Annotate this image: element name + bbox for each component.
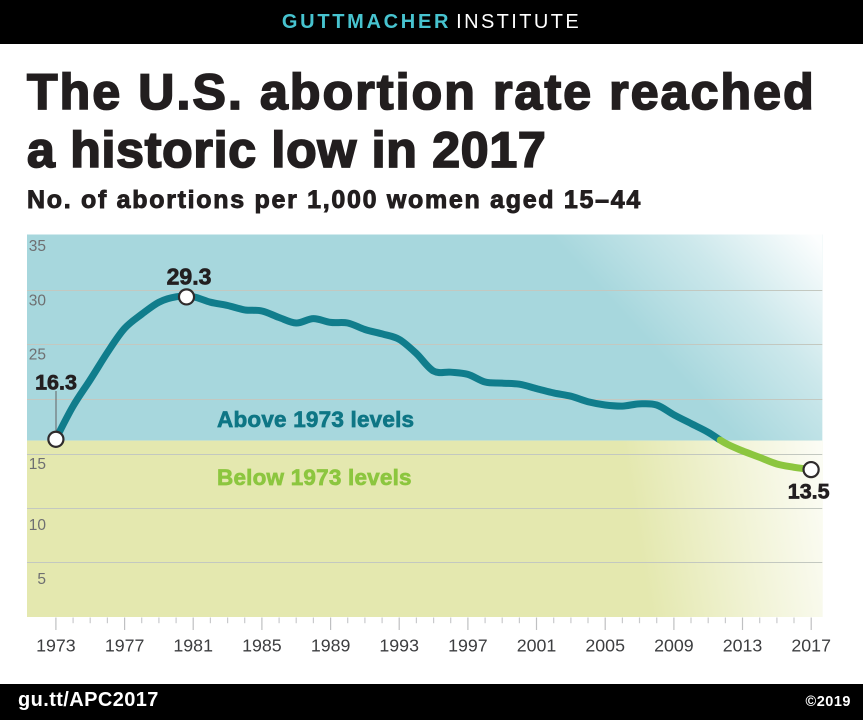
svg-text:25: 25 [29, 346, 46, 363]
svg-text:2017: 2017 [791, 636, 831, 656]
svg-text:2013: 2013 [723, 636, 763, 656]
svg-text:35: 35 [29, 238, 46, 255]
svg-text:1997: 1997 [448, 636, 488, 656]
svg-text:Below 1973 levels: Below 1973 levels [217, 465, 412, 490]
svg-text:1985: 1985 [242, 636, 282, 656]
svg-text:1977: 1977 [105, 636, 145, 656]
svg-text:2005: 2005 [585, 636, 625, 656]
svg-text:5: 5 [37, 571, 46, 588]
svg-text:2001: 2001 [517, 636, 557, 656]
svg-text:15: 15 [29, 456, 46, 473]
svg-text:16.3: 16.3 [35, 370, 77, 394]
svg-text:1973: 1973 [36, 636, 76, 656]
svg-text:1989: 1989 [311, 636, 351, 656]
svg-text:1993: 1993 [379, 636, 419, 656]
svg-text:29.3: 29.3 [167, 264, 212, 290]
svg-text:2009: 2009 [654, 636, 694, 656]
svg-text:Above 1973 levels: Above 1973 levels [217, 407, 414, 432]
svg-text:10: 10 [29, 517, 47, 534]
svg-text:1981: 1981 [173, 636, 213, 656]
svg-text:30: 30 [29, 292, 47, 309]
svg-text:13.5: 13.5 [788, 479, 830, 503]
